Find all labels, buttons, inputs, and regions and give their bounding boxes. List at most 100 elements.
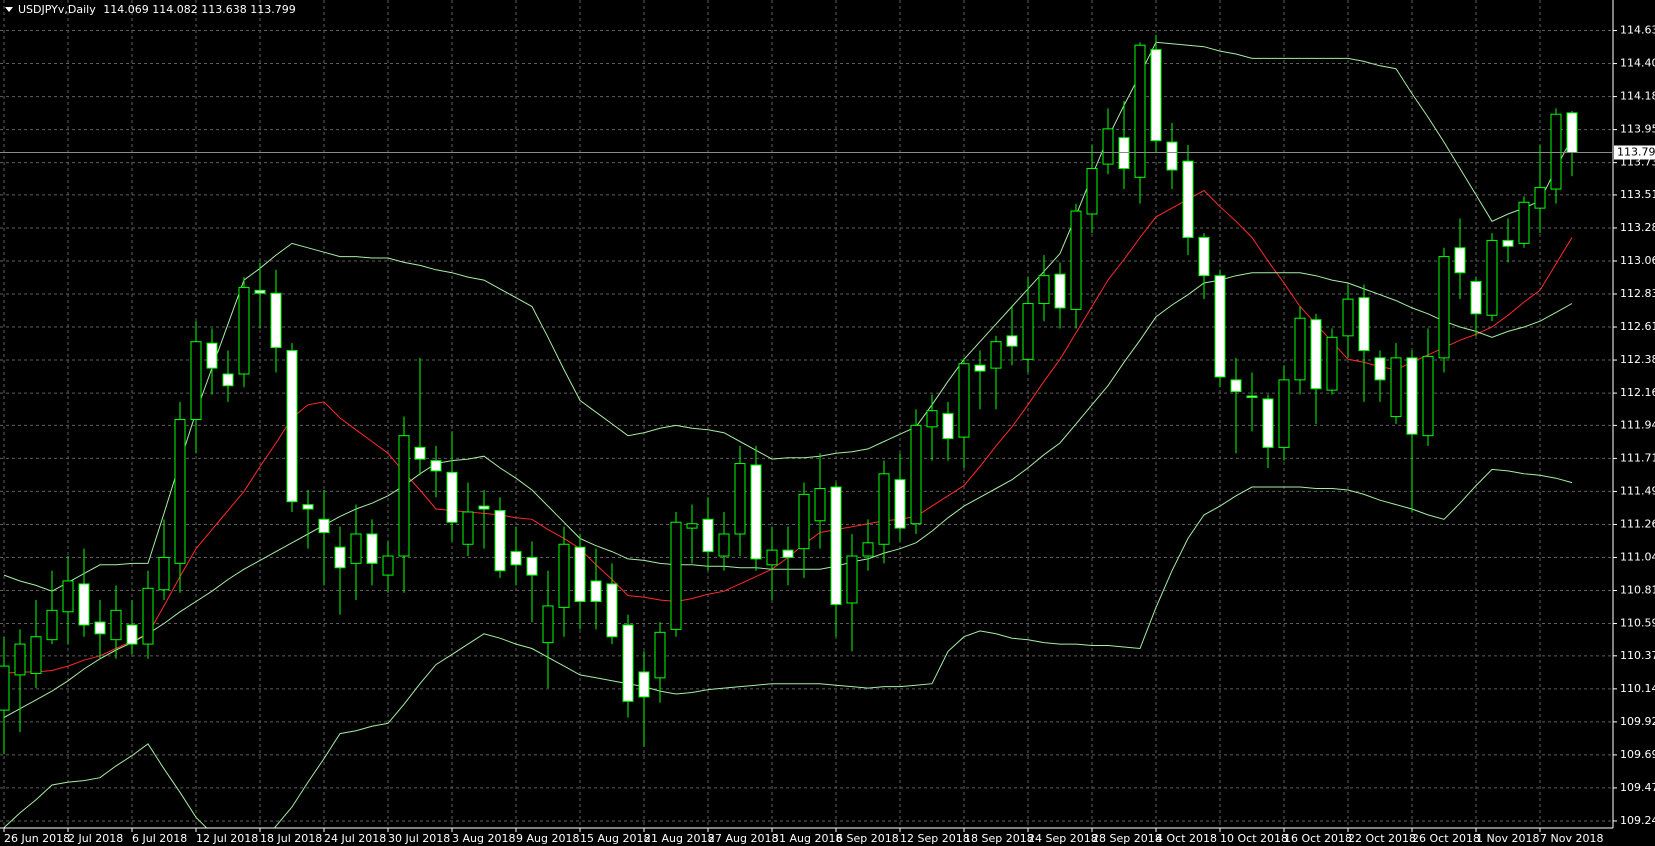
x-tick-label: 16 Oct 2018 xyxy=(1284,832,1352,845)
x-tick-label: 26 Jun 2018 xyxy=(4,832,70,845)
candle-body xyxy=(334,546,346,569)
candle-body xyxy=(1422,355,1434,437)
candle-body xyxy=(126,624,138,645)
candle-body xyxy=(734,463,746,535)
y-tick-label: 113.510 xyxy=(1620,188,1655,201)
candle-body xyxy=(1310,319,1322,390)
candle-body xyxy=(510,551,522,566)
x-tick-label: 6 Sep 2018 xyxy=(836,832,899,845)
candle-body xyxy=(1246,395,1258,398)
candle-body xyxy=(1374,357,1386,381)
candle-body xyxy=(638,671,650,698)
y-tick-label: 109.695 xyxy=(1620,748,1655,761)
candle-body xyxy=(110,609,122,641)
x-tick-label: 21 Aug 2018 xyxy=(644,832,714,845)
candle-body xyxy=(494,510,506,572)
candle-body xyxy=(798,493,810,550)
y-tick-label: 114.180 xyxy=(1620,90,1655,103)
x-tick-label: 28 Sep 2018 xyxy=(1092,832,1162,845)
candle-body xyxy=(238,286,250,375)
y-tick-label: 111.940 xyxy=(1620,418,1655,431)
candle-body xyxy=(174,419,186,564)
candle-body xyxy=(302,504,314,510)
candle-body xyxy=(1166,141,1178,171)
candle-body xyxy=(414,446,426,460)
candle-body xyxy=(350,533,362,564)
header-high: 114.082 xyxy=(152,3,198,16)
x-tick-label: 24 Jul 2018 xyxy=(324,832,386,845)
x-tick-label: 24 Sep 2018 xyxy=(1028,832,1098,845)
header-close: 113.799 xyxy=(250,3,296,16)
y-tick-label: 112.385 xyxy=(1620,353,1655,366)
y-tick-label: 109.245 xyxy=(1620,814,1655,827)
candle-body xyxy=(1070,210,1082,310)
candle-body xyxy=(0,665,10,711)
y-tick-label: 114.630 xyxy=(1620,24,1655,37)
candle-body xyxy=(222,373,234,387)
candle-body xyxy=(1182,160,1194,238)
candle-body xyxy=(958,363,970,438)
candle-body xyxy=(1534,187,1546,209)
candle-body xyxy=(318,518,330,534)
x-tick-label: 3 Aug 2018 xyxy=(452,832,515,845)
x-tick-label: 26 Oct 2018 xyxy=(1412,832,1480,845)
candle-body xyxy=(1102,128,1114,165)
candle-body xyxy=(910,424,922,525)
candle-body xyxy=(366,533,378,564)
candle-body xyxy=(542,605,554,644)
candle-body xyxy=(782,549,794,558)
candle-body xyxy=(622,624,634,702)
candle-body xyxy=(1278,379,1290,448)
candle-body xyxy=(1390,357,1402,418)
candle-body xyxy=(878,473,890,545)
candle-body xyxy=(1550,113,1562,190)
y-tick-label: 112.160 xyxy=(1620,386,1655,399)
symbol-menu-icon[interactable] xyxy=(5,7,13,12)
candle-body xyxy=(830,486,842,605)
candle-body xyxy=(1150,49,1162,142)
candle-body xyxy=(862,542,874,557)
candle-body xyxy=(462,511,474,545)
x-tick-label: 31 Aug 2018 xyxy=(772,832,842,845)
candles xyxy=(0,34,1578,755)
candle-body xyxy=(1118,137,1130,170)
x-tick-label: 4 Oct 2018 xyxy=(1156,832,1217,845)
axis-labels: 114.630114.405114.180113.955113.730113.5… xyxy=(0,24,1655,845)
candle-body xyxy=(590,580,602,603)
header-open: 114.069 xyxy=(103,3,149,16)
candle-body xyxy=(526,556,538,576)
indicator-line xyxy=(3,41,1573,592)
x-tick-label: 12 Jul 2018 xyxy=(196,832,258,845)
candle-body xyxy=(1086,168,1098,215)
y-tick-label: 113.955 xyxy=(1620,123,1655,136)
candle-body xyxy=(1454,247,1466,274)
y-tick-label: 114.405 xyxy=(1620,57,1655,70)
candle-body xyxy=(926,410,938,428)
candle-body xyxy=(766,549,778,566)
candle-body xyxy=(478,505,490,510)
candle-body xyxy=(1502,239,1514,247)
y-tick-label: 110.370 xyxy=(1620,649,1655,662)
candle-body xyxy=(718,533,730,557)
candle-body xyxy=(846,555,858,604)
candle-body xyxy=(30,636,42,674)
candle-body xyxy=(814,487,826,522)
candle-body xyxy=(1038,275,1050,305)
candle-body xyxy=(254,289,266,294)
x-tick-label: 9 Aug 2018 xyxy=(516,832,579,845)
x-tick-label: 18 Jul 2018 xyxy=(260,832,322,845)
y-tick-label: 110.145 xyxy=(1620,682,1655,695)
candle-body xyxy=(1326,336,1338,391)
x-tick-label: 10 Oct 2018 xyxy=(1220,832,1288,845)
candle-body xyxy=(1006,335,1018,347)
y-tick-label: 110.590 xyxy=(1620,617,1655,630)
chart-header: USDJPYv,Daily 114.069 114.082 113.638 11… xyxy=(18,3,296,16)
candle-body xyxy=(78,583,90,626)
candle-body xyxy=(1518,201,1530,244)
candle-body xyxy=(1358,297,1370,352)
candle-body xyxy=(446,471,458,523)
candle-body xyxy=(142,587,154,645)
candle-body xyxy=(1134,44,1146,178)
